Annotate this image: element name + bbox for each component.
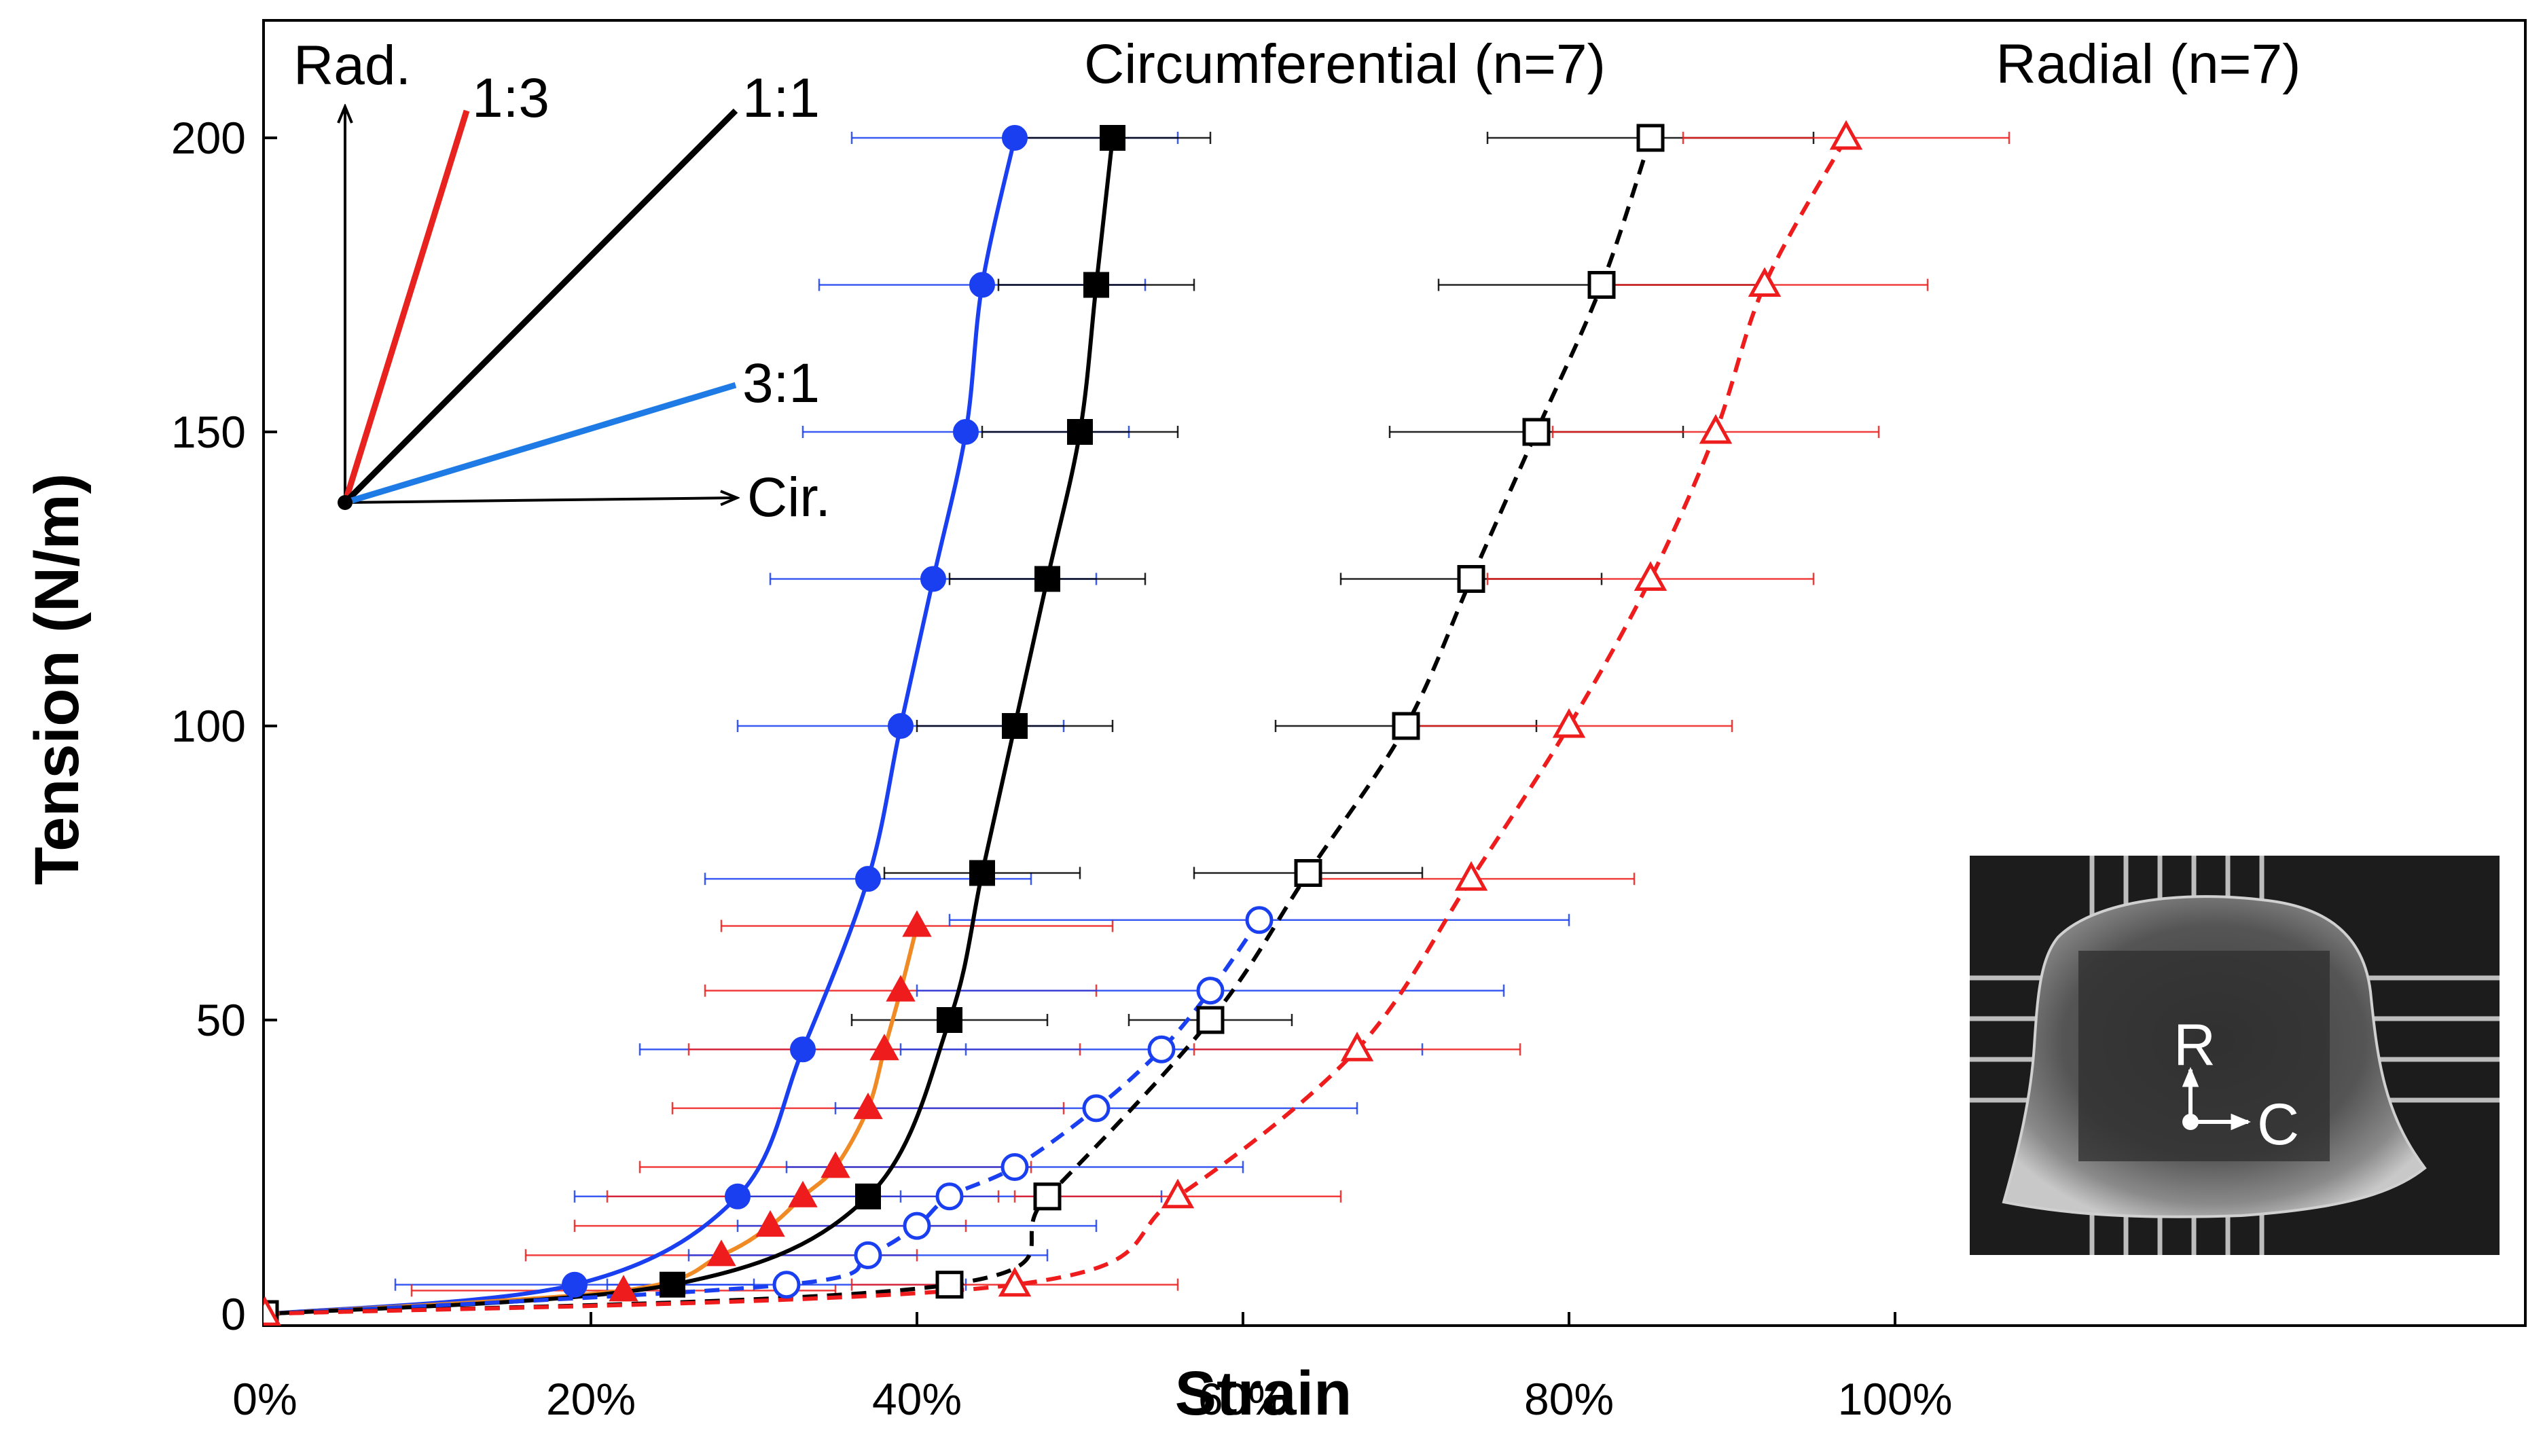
ratio-label-1-3: 1:3	[472, 67, 549, 129]
circumferential-3-1-point	[790, 1036, 816, 1063]
radial-3-1-point	[1082, 1094, 1111, 1123]
plot-frame	[262, 19, 2527, 1327]
radial-1-1-point	[1587, 271, 1616, 299]
radial-1-1-point	[1522, 418, 1551, 446]
circumferential-1-3-point	[869, 1034, 899, 1061]
radial-1-3-point	[264, 1296, 281, 1326]
radial-1-1-curve	[264, 137, 1653, 1316]
circumferential-3-1-point	[562, 1271, 588, 1298]
radial-3-1-point	[935, 1182, 964, 1211]
cir-axis-arrow	[344, 498, 737, 503]
radial-1-3-point	[1634, 561, 1667, 591]
data-layer	[264, 120, 2010, 1326]
radial-1-1-point	[1294, 859, 1322, 887]
radial-3-1-point	[1000, 1153, 1029, 1181]
ratio-label-1-1: 1:1	[742, 67, 820, 129]
x-tick-label: 100%	[1838, 1374, 1953, 1424]
rad-axis-label: Rad.	[293, 35, 411, 96]
circumferential-1-1-point	[1002, 713, 1028, 739]
inset-r-label: R	[2174, 1013, 2216, 1078]
radial-3-1-point	[1147, 1035, 1176, 1063]
x-tick-label: 0%	[232, 1374, 297, 1424]
y-tick-label: 100	[171, 701, 246, 751]
y-tick-label: 0	[221, 1289, 246, 1339]
y-axis-ticks: 0 50 100 150 200	[171, 113, 277, 1339]
radial-1-3-point	[1699, 414, 1733, 444]
radial-3-1-point	[1196, 977, 1225, 1005]
inset-c-label: C	[2257, 1092, 2299, 1157]
circumferential-1-1-point	[1034, 566, 1060, 592]
x-tick-label: 60%	[1198, 1374, 1288, 1424]
y-tick-label: 50	[196, 995, 246, 1045]
y-tick-label: 150	[171, 407, 246, 457]
circumferential-3-1-point	[888, 713, 914, 739]
radial-1-3-point	[1161, 1178, 1195, 1209]
circumferential-3-1-point	[1002, 125, 1028, 151]
circumferential-3-1-point	[969, 272, 995, 298]
circumferential-1-3-point	[755, 1210, 785, 1237]
radial-1-1-point	[1457, 565, 1485, 593]
circumferential-3-1-point	[725, 1183, 751, 1209]
ratio-line-1-1	[342, 108, 738, 505]
ratio-origin-dot	[338, 495, 353, 510]
radial-3-1-point	[772, 1271, 801, 1299]
radial-1-1-point	[1636, 124, 1665, 152]
specimen-photo-inset: R C	[1970, 856, 2500, 1255]
radial-1-3-point	[1748, 267, 1782, 297]
radial-3-1-point	[1245, 906, 1274, 934]
y-axis-title: Tension (N/m)	[22, 473, 92, 886]
x-tick-label: 20%	[546, 1374, 636, 1424]
radial-1-1-point	[1196, 1006, 1225, 1034]
radial-1-3-point	[998, 1267, 1032, 1297]
circumferential-1-1-point	[1083, 272, 1109, 298]
circumferential-1-1-point	[969, 860, 995, 886]
circumferential-1-3-point	[609, 1275, 638, 1302]
circumferential-1-1-point	[1100, 125, 1125, 151]
tissue-center-region	[2078, 951, 2330, 1161]
circumferential-1-3-point	[706, 1239, 736, 1267]
radial-1-1-point	[935, 1271, 964, 1299]
radial-1-3-point	[1454, 861, 1488, 891]
circumferential-1-3-point	[853, 1092, 883, 1119]
circumferential-3-1-point	[953, 419, 979, 445]
radial-1-3-point	[1552, 708, 1586, 738]
circumferential-1-3-point	[820, 1151, 850, 1178]
circumferential-3-1-point	[855, 866, 881, 892]
circumferential-1-1-point	[660, 1271, 685, 1298]
circumferential-1-1-point	[855, 1183, 881, 1209]
radial-annotation: Radial (n=7)	[1996, 33, 2301, 95]
radial-3-1-point	[854, 1241, 882, 1269]
x-axis-ticks: 0% 20% 40% 60% 80% 100%	[232, 1312, 1952, 1424]
circumferential-annotation: Circumferential (n=7)	[1084, 33, 1606, 95]
circumferential-1-3-point	[902, 910, 932, 937]
error-bars	[394, 132, 2010, 1297]
ratio-line-3-1	[344, 382, 737, 506]
ratio-label-3-1: 3:1	[742, 352, 820, 414]
x-tick-label: 80%	[1524, 1374, 1614, 1424]
circumferential-1-3-point	[788, 1180, 818, 1207]
radial-1-1-point	[1033, 1182, 1062, 1211]
data-markers	[264, 120, 1863, 1326]
radial-1-3-point	[1829, 120, 1863, 150]
circumferential-1-1-point	[937, 1007, 962, 1033]
loading-ratio-diagram: Rad. Cir. 1:3 1:1 3:1	[293, 35, 831, 528]
cir-axis-label: Cir.	[747, 467, 831, 528]
radial-1-1-point	[1392, 712, 1420, 740]
x-tick-label: 40%	[872, 1374, 962, 1424]
radial-3-1-point	[903, 1212, 931, 1240]
circumferential-1-1-point	[1067, 419, 1093, 445]
circumferential-1-3-point	[886, 975, 916, 1002]
y-tick-label: 200	[171, 113, 246, 163]
circumferential-3-1-curve	[264, 137, 1017, 1316]
ratio-line-1-3	[342, 109, 470, 504]
radial-1-3-point	[1340, 1032, 1374, 1061]
x-axis-title: Strain	[1175, 1359, 1352, 1428]
circumferential-3-1-point	[920, 566, 946, 592]
